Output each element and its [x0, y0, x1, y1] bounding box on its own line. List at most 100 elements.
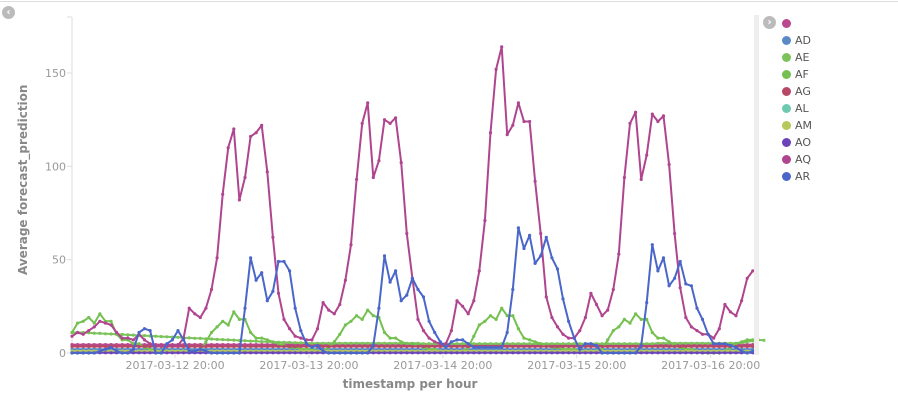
data-point[interactable]: [622, 342, 627, 346]
data-point[interactable]: [628, 342, 632, 346]
data-point[interactable]: [650, 243, 654, 247]
data-point[interactable]: [349, 351, 353, 355]
data-point[interactable]: [689, 284, 694, 288]
data-point[interactable]: [578, 329, 582, 333]
data-point[interactable]: [606, 344, 610, 349]
data-point[interactable]: [355, 341, 359, 345]
data-point[interactable]: [209, 351, 214, 355]
data-point[interactable]: [243, 175, 247, 180]
data-point[interactable]: [544, 344, 548, 349]
data-point[interactable]: [544, 351, 548, 355]
data-point[interactable]: [438, 351, 442, 355]
data-point[interactable]: [170, 343, 174, 348]
data-point[interactable]: [723, 351, 727, 355]
data-point[interactable]: [120, 336, 124, 340]
data-point[interactable]: [522, 119, 526, 124]
data-point[interactable]: [421, 351, 426, 355]
data-point[interactable]: [87, 351, 91, 355]
data-point[interactable]: [734, 314, 738, 318]
data-point[interactable]: [360, 121, 364, 125]
data-point[interactable]: [611, 342, 615, 346]
data-point[interactable]: [288, 327, 292, 331]
data-point[interactable]: [343, 344, 347, 349]
data-point[interactable]: [717, 327, 721, 331]
data-point[interactable]: [494, 345, 498, 349]
data-point[interactable]: [656, 344, 660, 349]
data-point[interactable]: [706, 344, 710, 349]
data-point[interactable]: [712, 344, 716, 349]
data-point[interactable]: [92, 344, 96, 349]
data-point[interactable]: [444, 345, 448, 349]
data-point[interactable]: [410, 344, 414, 349]
data-point[interactable]: [645, 317, 649, 321]
data-point[interactable]: [617, 342, 621, 346]
data-point[interactable]: [567, 336, 571, 340]
data-point[interactable]: [617, 325, 621, 329]
data-point[interactable]: [276, 259, 281, 264]
data-point[interactable]: [483, 319, 487, 323]
data-point[interactable]: [472, 334, 476, 338]
data-point[interactable]: [126, 344, 130, 349]
data-point[interactable]: [315, 351, 320, 355]
data-point[interactable]: [477, 342, 481, 346]
data-point[interactable]: [706, 351, 710, 355]
data-point[interactable]: [578, 342, 582, 346]
data-point[interactable]: [299, 351, 303, 355]
data-point[interactable]: [477, 345, 481, 349]
data-point[interactable]: [355, 351, 359, 355]
data-point[interactable]: [561, 344, 565, 349]
data-point[interactable]: [209, 287, 214, 292]
data-point[interactable]: [611, 344, 615, 349]
data-point[interactable]: [137, 342, 141, 346]
data-point[interactable]: [310, 341, 314, 345]
data-point[interactable]: [567, 319, 571, 323]
data-point[interactable]: [488, 345, 493, 349]
data-point[interactable]: [159, 351, 163, 355]
data-point[interactable]: [254, 339, 258, 343]
data-point[interactable]: [394, 336, 398, 340]
data-point[interactable]: [455, 351, 459, 355]
data-point[interactable]: [92, 325, 96, 329]
data-point[interactable]: [516, 351, 521, 355]
data-point[interactable]: [349, 243, 353, 247]
data-point[interactable]: [645, 153, 649, 157]
data-point[interactable]: [321, 349, 325, 353]
data-point[interactable]: [594, 351, 599, 355]
data-point[interactable]: [645, 344, 649, 349]
data-point[interactable]: [254, 278, 258, 282]
data-point[interactable]: [249, 256, 253, 260]
data-point[interactable]: [338, 302, 342, 307]
data-point[interactable]: [466, 351, 470, 355]
data-point[interactable]: [338, 341, 342, 345]
data-point[interactable]: [617, 344, 621, 349]
data-point[interactable]: [656, 119, 660, 124]
data-point[interactable]: [382, 344, 387, 349]
data-point[interactable]: [706, 341, 710, 345]
data-point[interactable]: [360, 351, 364, 355]
data-point[interactable]: [321, 301, 325, 305]
data-point[interactable]: [427, 336, 431, 340]
data-point[interactable]: [293, 334, 297, 338]
data-point[interactable]: [148, 344, 152, 349]
data-point[interactable]: [338, 351, 342, 355]
data-point[interactable]: [204, 306, 208, 310]
data-point[interactable]: [170, 338, 174, 342]
data-point[interactable]: [165, 335, 169, 339]
data-point[interactable]: [237, 317, 241, 321]
data-point[interactable]: [416, 287, 420, 292]
data-point[interactable]: [539, 231, 543, 236]
data-point[interactable]: [410, 342, 414, 346]
data-point[interactable]: [567, 351, 571, 355]
data-point[interactable]: [583, 342, 588, 346]
data-point[interactable]: [606, 351, 610, 355]
data-point[interactable]: [371, 343, 375, 348]
data-point[interactable]: [700, 351, 705, 355]
data-point[interactable]: [405, 342, 409, 346]
data-point[interactable]: [142, 334, 147, 338]
data-point[interactable]: [684, 351, 688, 355]
data-point[interactable]: [343, 278, 347, 282]
data-point[interactable]: [221, 319, 225, 323]
data-point[interactable]: [327, 344, 331, 349]
data-point[interactable]: [461, 338, 465, 342]
data-point[interactable]: [198, 347, 202, 351]
